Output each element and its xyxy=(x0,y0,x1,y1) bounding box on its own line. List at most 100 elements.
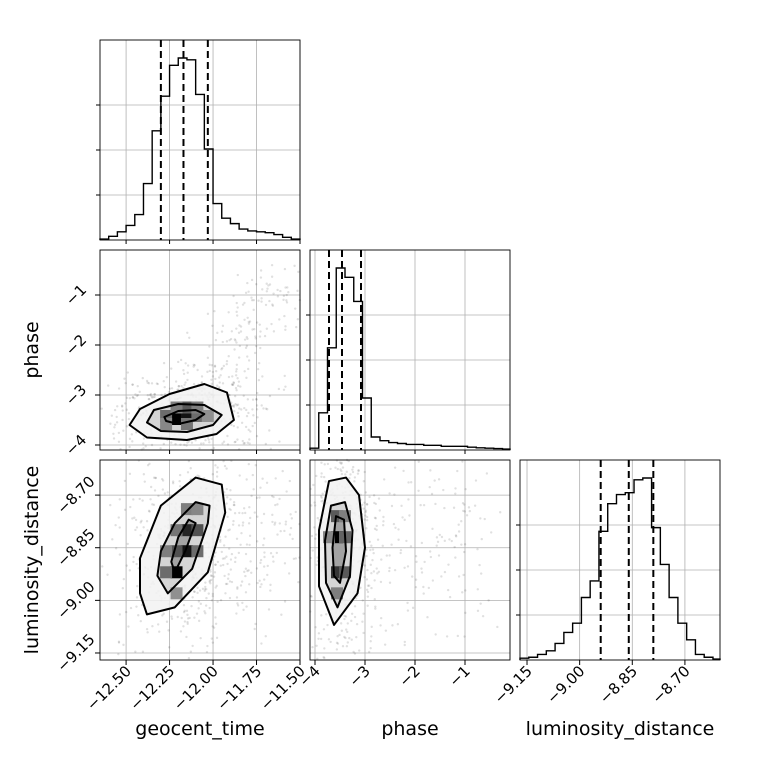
sample-point xyxy=(326,623,329,627)
contour-line xyxy=(163,409,206,425)
sample-point xyxy=(118,526,121,529)
sample-point xyxy=(409,545,413,548)
sample-point xyxy=(127,625,130,628)
sample-point xyxy=(214,616,217,619)
sample-point xyxy=(281,469,284,473)
sample-point xyxy=(232,381,236,385)
sample-point xyxy=(191,644,194,648)
sample-point xyxy=(270,494,274,498)
sample-point xyxy=(362,631,365,635)
sample-point xyxy=(253,627,256,631)
sample-point xyxy=(340,629,344,632)
sample-point xyxy=(259,330,262,333)
sample-point xyxy=(196,591,199,595)
sample-point xyxy=(373,516,377,520)
sample-point xyxy=(463,543,467,546)
sample-point xyxy=(253,511,256,514)
sample-point xyxy=(334,466,337,469)
sample-point xyxy=(247,522,251,525)
sample-point xyxy=(192,363,195,366)
sample-point xyxy=(115,415,118,419)
sample-point xyxy=(209,582,212,585)
sample-point xyxy=(128,396,132,400)
sample-point xyxy=(370,544,373,547)
sample-point xyxy=(264,407,268,410)
sample-point xyxy=(178,485,182,488)
sample-point xyxy=(236,384,240,388)
sample-point xyxy=(241,521,245,524)
sample-point xyxy=(373,527,377,531)
sample-point xyxy=(242,608,245,612)
sample-point xyxy=(443,506,446,510)
sample-point xyxy=(490,531,493,534)
sample-point xyxy=(141,650,145,653)
sample-point xyxy=(221,382,225,385)
sample-point xyxy=(365,588,369,591)
sample-point xyxy=(165,375,169,379)
sample-point xyxy=(381,523,385,527)
sample-point xyxy=(216,600,219,603)
sample-point xyxy=(294,510,297,514)
sample-point xyxy=(361,503,364,506)
sample-point xyxy=(117,516,120,519)
sample-point xyxy=(214,464,217,467)
sample-point xyxy=(239,325,243,328)
sample-point xyxy=(366,595,370,598)
density-cell xyxy=(160,566,173,579)
sample-point xyxy=(183,620,187,623)
sample-point xyxy=(319,495,323,498)
sample-point xyxy=(433,479,436,482)
sample-point xyxy=(259,346,262,350)
sample-point xyxy=(250,296,253,299)
panel-frame xyxy=(309,249,511,451)
sample-point xyxy=(126,371,130,374)
sample-point xyxy=(196,368,199,372)
x-tick-label: −11.50 xyxy=(257,662,309,714)
sample-point xyxy=(235,314,239,317)
sample-point xyxy=(220,330,224,333)
sample-point xyxy=(131,396,135,399)
sample-point xyxy=(208,441,211,444)
sample-point xyxy=(465,514,469,517)
sample-point xyxy=(225,362,228,366)
sample-point xyxy=(402,469,405,473)
sample-point xyxy=(145,379,149,383)
density-cell xyxy=(170,587,183,600)
sample-point xyxy=(473,504,477,507)
sample-point xyxy=(443,539,446,543)
sample-point xyxy=(122,577,126,581)
sample-point xyxy=(396,623,400,626)
sample-point xyxy=(206,644,209,648)
sample-point xyxy=(419,503,422,507)
sample-point xyxy=(231,375,234,378)
sample-point xyxy=(243,570,246,574)
sample-point xyxy=(229,508,232,512)
sample-point xyxy=(423,560,426,564)
sample-point xyxy=(211,375,215,378)
sample-point xyxy=(289,513,292,516)
sample-point xyxy=(174,380,178,383)
sample-point xyxy=(355,635,358,639)
sample-point xyxy=(456,634,460,638)
sample-point xyxy=(136,584,139,588)
sample-point xyxy=(246,398,250,401)
sample-point xyxy=(160,393,163,397)
sample-point xyxy=(232,519,235,523)
sample-point xyxy=(246,441,249,444)
sample-point xyxy=(460,543,463,546)
sample-point xyxy=(236,602,239,605)
sample-point xyxy=(210,578,213,582)
sample-point xyxy=(229,568,233,571)
sample-point xyxy=(352,465,355,469)
sample-point xyxy=(193,590,196,594)
sample-point xyxy=(253,327,256,331)
sample-point xyxy=(216,384,219,387)
sample-point xyxy=(269,447,273,451)
sample-point xyxy=(461,591,464,594)
sample-point xyxy=(271,513,274,517)
sample-point xyxy=(262,565,266,568)
sample-point xyxy=(233,560,237,564)
sample-point xyxy=(358,649,361,652)
sample-point xyxy=(310,504,313,507)
sample-point xyxy=(314,626,317,629)
